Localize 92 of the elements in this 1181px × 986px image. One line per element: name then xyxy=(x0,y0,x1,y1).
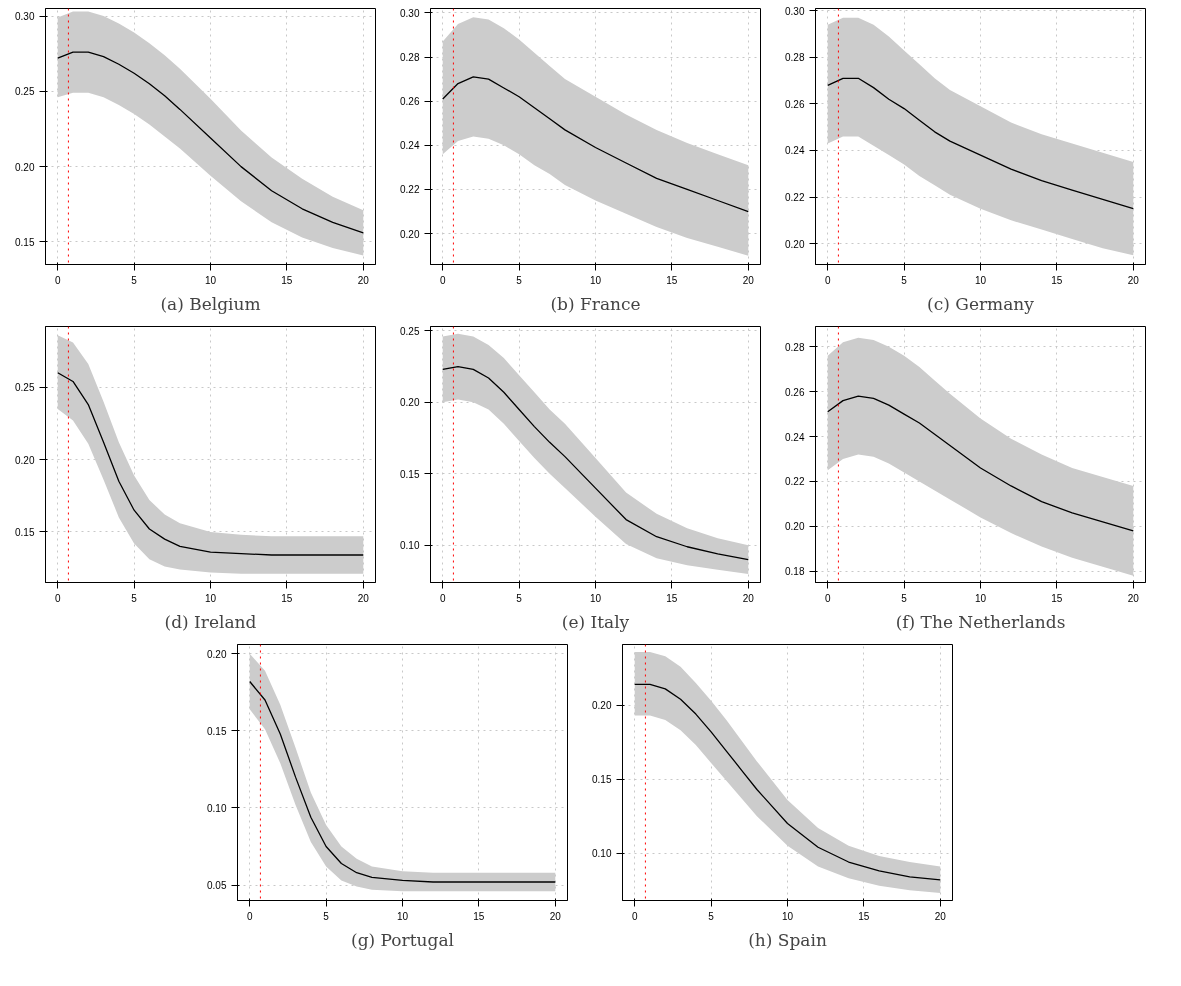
line-series xyxy=(827,395,1134,532)
x-tick-label: 5 xyxy=(516,274,523,286)
x-tick-label: 20 xyxy=(357,274,370,286)
y-tick-label: 0.26 xyxy=(785,98,805,110)
y-tick-label: 0.15 xyxy=(592,774,612,786)
x-tick-label: 5 xyxy=(323,910,330,922)
y-tick-label: 0.10 xyxy=(592,848,612,860)
y-tick-label: 0.20 xyxy=(207,648,227,660)
y-tick-label: 0.26 xyxy=(785,386,805,398)
y-tick-label: 0.22 xyxy=(785,476,805,488)
x-tick-label: 5 xyxy=(516,592,523,604)
text: (h) Spain xyxy=(748,929,827,950)
y-tick-label: 0.24 xyxy=(785,431,805,443)
x-tick-label: 0 xyxy=(439,274,446,286)
x-tick-label: 5 xyxy=(708,910,715,922)
line-series xyxy=(827,77,1134,210)
y-tick-label: 0.30 xyxy=(785,5,805,17)
y-tick-label: 0.30 xyxy=(15,11,35,23)
text: (g) Portugal xyxy=(351,929,454,950)
x-tick-label: 15 xyxy=(666,274,678,286)
y-tick-label: 0.30 xyxy=(400,7,420,19)
x-tick-label: 10 xyxy=(204,274,217,286)
text: (c) Germany xyxy=(927,293,1035,314)
line-series xyxy=(442,76,749,213)
text: (a) Belgium xyxy=(160,293,261,314)
x-tick-label: 5 xyxy=(901,592,908,604)
y-tick-label: 0.20 xyxy=(400,397,420,409)
x-tick-label: 20 xyxy=(1127,274,1140,286)
line-series xyxy=(249,680,556,883)
line-series xyxy=(57,51,364,234)
x-tick-label: 0 xyxy=(54,592,61,604)
x-tick-label: 15 xyxy=(473,910,485,922)
x-tick-label: 15 xyxy=(281,592,293,604)
x-tick-label: 5 xyxy=(131,592,138,604)
y-tick-label: 0.25 xyxy=(400,325,420,337)
x-tick-label: 0 xyxy=(824,274,831,286)
y-tick-label: 0.28 xyxy=(785,52,805,64)
text: (f) The Netherlands xyxy=(895,611,1066,632)
x-tick-label: 10 xyxy=(974,592,987,604)
x-tick-label: 20 xyxy=(742,592,755,604)
text: (b) France xyxy=(550,293,641,314)
y-tick-label: 0.20 xyxy=(785,238,805,250)
x-tick-label: 10 xyxy=(396,910,409,922)
y-tick-label: 0.15 xyxy=(15,236,35,248)
y-tick-label: 0.22 xyxy=(400,184,420,196)
x-tick-label: 20 xyxy=(1127,592,1140,604)
y-tick-label: 0.22 xyxy=(785,192,805,204)
y-tick-label: 0.20 xyxy=(400,228,420,240)
x-tick-label: 15 xyxy=(858,910,870,922)
x-tick-label: 20 xyxy=(934,910,947,922)
y-tick-label: 0.10 xyxy=(400,540,420,552)
x-tick-label: 15 xyxy=(666,592,678,604)
y-tick-label: 0.15 xyxy=(207,725,227,737)
y-tick-label: 0.18 xyxy=(785,566,805,578)
x-tick-label: 0 xyxy=(54,274,61,286)
y-tick-label: 0.20 xyxy=(15,454,35,466)
x-tick-label: 10 xyxy=(781,910,794,922)
line-series xyxy=(57,372,364,556)
y-tick-label: 0.25 xyxy=(15,382,35,394)
y-tick-label: 0.24 xyxy=(400,140,420,152)
text: (d) Ireland xyxy=(164,611,257,632)
x-tick-label: 10 xyxy=(204,592,217,604)
x-tick-label: 0 xyxy=(824,592,831,604)
x-tick-label: 15 xyxy=(281,274,293,286)
y-tick-label: 0.26 xyxy=(400,96,420,108)
y-tick-label: 0.20 xyxy=(785,521,805,533)
x-tick-label: 10 xyxy=(589,592,602,604)
x-tick-label: 20 xyxy=(742,274,755,286)
y-tick-label: 0.15 xyxy=(400,468,420,480)
y-tick-label: 0.05 xyxy=(207,880,227,892)
x-tick-label: 5 xyxy=(901,274,908,286)
y-tick-label: 0.24 xyxy=(785,145,805,157)
x-tick-label: 20 xyxy=(357,592,370,604)
x-tick-label: 15 xyxy=(1051,592,1063,604)
x-tick-label: 0 xyxy=(631,910,638,922)
x-tick-label: 20 xyxy=(549,910,562,922)
x-tick-label: 0 xyxy=(246,910,253,922)
x-tick-label: 10 xyxy=(974,274,987,286)
y-tick-label: 0.28 xyxy=(785,341,805,353)
x-tick-label: 15 xyxy=(1051,274,1063,286)
y-tick-label: 0.28 xyxy=(400,52,420,64)
x-tick-label: 5 xyxy=(131,274,138,286)
y-tick-label: 0.10 xyxy=(207,802,227,814)
x-tick-label: 0 xyxy=(439,592,446,604)
y-tick-label: 0.25 xyxy=(15,86,35,98)
line-series xyxy=(634,683,941,881)
line-series xyxy=(442,365,749,561)
y-tick-label: 0.20 xyxy=(592,700,612,712)
y-tick-label: 0.15 xyxy=(15,526,35,538)
text: (e) Italy xyxy=(561,611,630,632)
x-tick-label: 10 xyxy=(589,274,602,286)
y-tick-label: 0.20 xyxy=(15,161,35,173)
